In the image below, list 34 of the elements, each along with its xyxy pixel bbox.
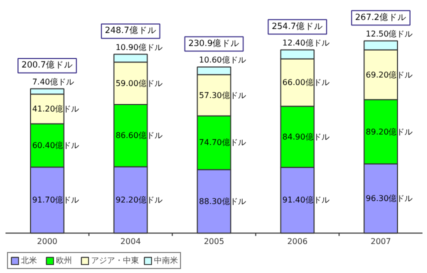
data-label: 10.60億ドル [198, 56, 246, 65]
data-label: 60.40億ドル [32, 140, 80, 150]
data-label: 84.90億ドル [282, 132, 330, 142]
data-label: 89.20億ドル [366, 127, 413, 136]
legend-label: 欧州 [56, 255, 73, 266]
data-label: 12.50億ドル [366, 30, 413, 39]
data-label: 74.70億ドル [198, 138, 246, 148]
total-label: 254.7億ドル [272, 20, 324, 32]
x-tick-label: 2004 [120, 236, 141, 246]
data-label: 59.00億ドル [116, 78, 162, 88]
x-tick-label: 2006 [287, 236, 308, 246]
data-label: 7.40億ドル [32, 77, 74, 86]
data-label: 86.60億ドル [116, 131, 162, 140]
data-label: 57.30億ドル [198, 90, 246, 100]
total-label: 230.9億ドル [188, 38, 240, 49]
legend-label: 中南米 [154, 255, 178, 266]
legend-label: 北米 [21, 255, 38, 266]
x-tick-label: 2005 [204, 236, 224, 246]
data-label: 66.00億ドル [282, 78, 330, 88]
data-label: 41.20億ドル [32, 104, 80, 114]
data-label: 91.40億ドル [282, 196, 330, 205]
x-tick-label: 2007 [370, 236, 391, 246]
data-label: 96.30億ドル [366, 194, 413, 203]
data-label: 12.40億ドル [282, 38, 330, 48]
data-label: 91.70億ドル [32, 196, 80, 205]
total-label: 248.7億ドル [104, 25, 156, 36]
data-label: 69.20億ドル [366, 70, 413, 80]
data-label: 10.90億ドル [116, 42, 162, 52]
legend-label: アジア・中東 [91, 255, 139, 266]
data-label: 92.20億ドル [116, 195, 162, 204]
total-label: 200.7億ドル [22, 60, 73, 71]
total-label: 267.2億ドル [355, 12, 406, 23]
x-tick-label: 2000 [37, 236, 58, 246]
data-label: 88.30億ドル [198, 196, 246, 206]
